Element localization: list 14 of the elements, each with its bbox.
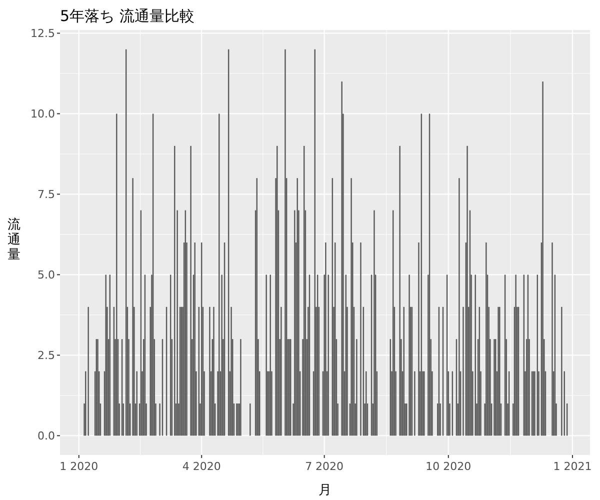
y-tick-label: 12.5 bbox=[30, 27, 55, 40]
y-tick-label: 2.5 bbox=[38, 349, 55, 362]
x-tick-label: 1 2020 bbox=[60, 460, 98, 473]
y-tick-label: 0.0 bbox=[38, 430, 55, 443]
y-axis-title: 流通量 bbox=[8, 216, 20, 262]
y-tick-label: 7.5 bbox=[38, 188, 55, 202]
x-tick-label: 4 2020 bbox=[182, 460, 221, 473]
x-tick-label: 7 2020 bbox=[305, 460, 344, 473]
x-tick-label: 10 2020 bbox=[426, 460, 472, 473]
y-tick-label: 10.0 bbox=[30, 108, 55, 121]
chart-title: 5年落ち 流通量比較 bbox=[60, 7, 194, 25]
y-tick-label: 5.0 bbox=[38, 268, 55, 282]
x-tick-label: 1 2021 bbox=[553, 460, 592, 473]
x-axis-title: 月 bbox=[318, 483, 332, 498]
